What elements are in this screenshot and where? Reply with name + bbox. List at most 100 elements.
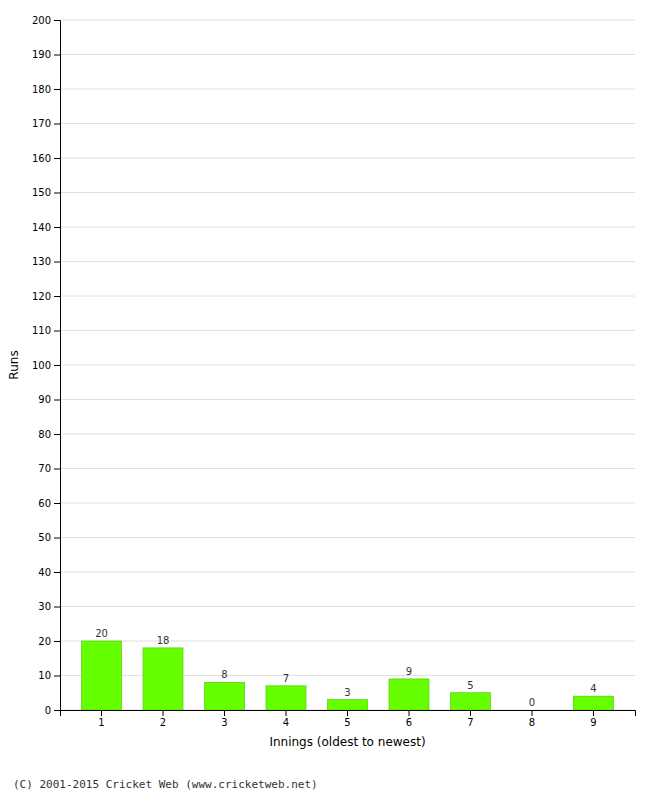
- y-tick-label: 190: [32, 49, 51, 60]
- y-tick: 60: [38, 498, 60, 509]
- bar: [266, 686, 306, 710]
- y-tick: 10: [38, 670, 60, 681]
- y-tick: 30: [38, 601, 60, 612]
- data-label: 3: [344, 687, 350, 698]
- x-tick-mark: [163, 710, 164, 716]
- bar: [389, 679, 429, 710]
- y-tick-label: 50: [38, 532, 51, 543]
- bar: [512, 710, 552, 711]
- footer: (C) 2001-2015 Cricket Web (www.cricketwe…: [13, 778, 318, 791]
- grid-line: [60, 54, 635, 55]
- y-tick-mark: [54, 262, 60, 263]
- y-tick-label: 200: [32, 15, 51, 26]
- y-tick: 20: [38, 636, 60, 647]
- y-tick: 120: [32, 291, 60, 302]
- x-tick: 5: [344, 710, 350, 728]
- y-tick-label: 170: [32, 118, 51, 129]
- x-axis-title: Innings (oldest to newest): [269, 735, 425, 749]
- y-tick-mark: [54, 710, 60, 711]
- data-label: 18: [157, 635, 170, 646]
- y-tick: 140: [32, 222, 60, 233]
- plot: 0102030405060708090100110120130140150160…: [7, 15, 636, 749]
- y-tick: 80: [38, 429, 60, 440]
- grid-line: [60, 503, 635, 504]
- y-tick-mark: [54, 55, 60, 56]
- x-axis: 1 2 3 4 5 6 7 8 9: [61, 710, 636, 728]
- x-tick-label: 1: [98, 717, 104, 728]
- x-tick: 1: [98, 710, 104, 728]
- x-tick: 4: [283, 710, 289, 728]
- y-tick: 130: [32, 256, 60, 267]
- y-tick-label: 70: [38, 463, 51, 474]
- y-tick-mark: [54, 641, 60, 642]
- data-label: 9: [406, 666, 412, 677]
- chart: 0102030405060708090100110120130140150160…: [0, 0, 650, 800]
- bar: [143, 648, 183, 710]
- x-tick-label: 6: [406, 717, 412, 728]
- x-tick: 6: [406, 710, 412, 728]
- y-tick-mark: [54, 676, 60, 677]
- grid-line: [60, 606, 635, 607]
- y-tick-label: 130: [32, 256, 51, 267]
- x-tick-label: 3: [221, 717, 227, 728]
- grid-line: [60, 158, 635, 159]
- x-tick-mark: [347, 710, 348, 716]
- x-tick: 2: [160, 710, 166, 728]
- x-tick: 9: [590, 710, 596, 728]
- grid-line: [60, 192, 635, 193]
- grid-line: [60, 123, 635, 124]
- data-label: 7: [283, 673, 289, 684]
- y-tick: 180: [32, 84, 60, 95]
- grid-line: [60, 296, 635, 297]
- data-label: 8: [221, 669, 227, 680]
- x-tick-label: 9: [590, 717, 596, 728]
- grid-line: [60, 468, 635, 469]
- y-tick-mark: [54, 89, 60, 90]
- y-tick-label: 90: [38, 394, 51, 405]
- data-labels: 20188739504: [95, 628, 597, 708]
- y-tick-mark: [54, 538, 60, 539]
- y-tick-mark: [54, 607, 60, 608]
- y-tick: 100: [32, 360, 60, 371]
- y-tick: 190: [32, 49, 60, 60]
- y-tick-mark: [54, 20, 60, 21]
- x-tick-label: 4: [283, 717, 289, 728]
- x-tick-mark: [531, 710, 532, 716]
- x-tick-mark: [593, 710, 594, 716]
- x-tick-label: 8: [529, 717, 535, 728]
- y-tick-label: 20: [38, 636, 51, 647]
- y-tick-mark: [54, 400, 60, 401]
- grid-line: [60, 641, 635, 642]
- y-tick-mark: [54, 365, 60, 366]
- y-tick-label: 120: [32, 291, 51, 302]
- y-tick-label: 160: [32, 153, 51, 164]
- grid-line: [60, 330, 635, 331]
- y-tick-mark: [54, 434, 60, 435]
- bar: [82, 641, 122, 710]
- x-axis-line: [61, 711, 636, 717]
- bar: [574, 696, 614, 710]
- x-tick-mark: [408, 710, 409, 716]
- grid-line: [60, 572, 635, 573]
- y-tick-label: 140: [32, 222, 51, 233]
- x-tick-mark: [470, 710, 471, 716]
- data-label: 4: [590, 683, 596, 694]
- data-label: 0: [529, 697, 535, 708]
- y-tick-mark: [54, 193, 60, 194]
- y-tick-mark: [54, 572, 60, 573]
- x-tick: 3: [221, 710, 227, 728]
- x-tick: 7: [467, 710, 473, 728]
- y-tick: 40: [38, 567, 60, 578]
- y-axis-title: Runs: [7, 350, 21, 379]
- y-tick-label: 60: [38, 498, 51, 509]
- y-tick-mark: [54, 469, 60, 470]
- y-tick-mark: [54, 296, 60, 297]
- bar: [328, 700, 368, 710]
- bar: [205, 682, 245, 710]
- x-tick: 8: [529, 710, 535, 728]
- x-tick-label: 7: [467, 717, 473, 728]
- x-tick-mark: [286, 710, 287, 716]
- y-tick: 200: [32, 15, 60, 26]
- y-tick-label: 0: [45, 705, 51, 716]
- data-label: 5: [467, 680, 473, 691]
